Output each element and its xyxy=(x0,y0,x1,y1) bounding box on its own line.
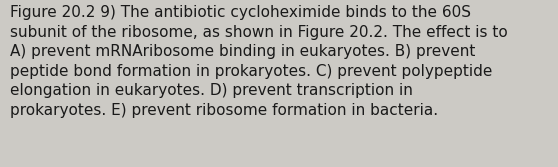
Text: Figure 20.2 9) The antibiotic cycloheximide binds to the 60S
subunit of the ribo: Figure 20.2 9) The antibiotic cyclohexim… xyxy=(10,5,508,118)
